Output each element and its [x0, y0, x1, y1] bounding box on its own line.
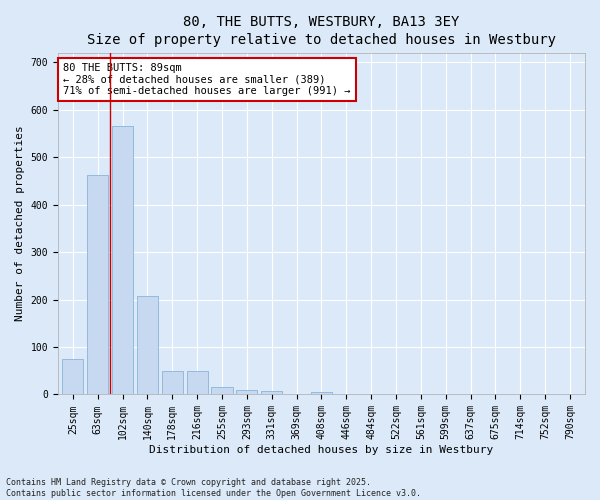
Bar — [261, 390, 282, 394]
Title: 80, THE BUTTS, WESTBURY, BA13 3EY
Size of property relative to detached houses i: 80, THE BUTTS, WESTBURY, BA13 3EY Size o… — [87, 15, 556, 48]
Bar — [137, 296, 158, 394]
Bar — [162, 370, 183, 394]
Text: 80 THE BUTTS: 89sqm
← 28% of detached houses are smaller (389)
71% of semi-detac: 80 THE BUTTS: 89sqm ← 28% of detached ho… — [63, 63, 350, 96]
Bar — [187, 370, 208, 394]
Text: Contains HM Land Registry data © Crown copyright and database right 2025.
Contai: Contains HM Land Registry data © Crown c… — [6, 478, 421, 498]
Bar — [112, 126, 133, 394]
Bar — [87, 174, 108, 394]
Bar — [211, 388, 233, 394]
Y-axis label: Number of detached properties: Number of detached properties — [15, 126, 25, 322]
Bar — [311, 392, 332, 394]
Bar — [236, 390, 257, 394]
Bar — [62, 359, 83, 394]
X-axis label: Distribution of detached houses by size in Westbury: Distribution of detached houses by size … — [149, 445, 494, 455]
